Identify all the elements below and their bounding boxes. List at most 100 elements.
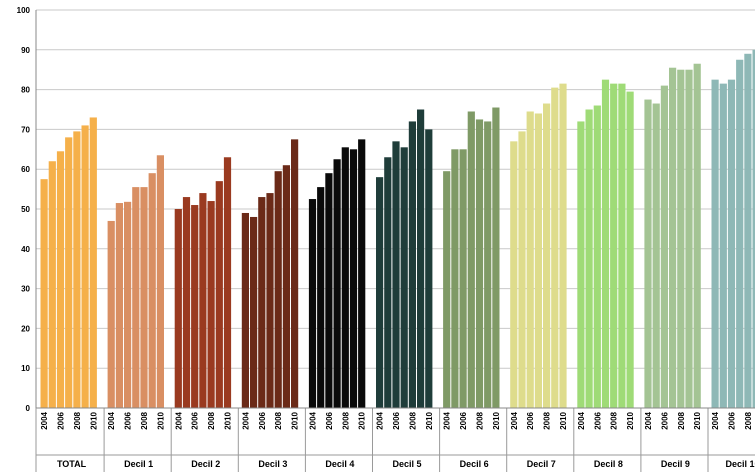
bars	[40, 49, 755, 409]
x-tick-label: 2004	[443, 411, 452, 429]
x-tick-label: 2008	[677, 411, 686, 429]
x-tick-label: 2004	[309, 411, 318, 429]
bar	[417, 109, 425, 408]
x-tick-label: 2008	[341, 411, 350, 429]
bar	[626, 91, 634, 408]
x-tick-label: 2010	[89, 411, 98, 429]
bar	[400, 147, 408, 408]
bar	[250, 216, 258, 408]
x-tick-label: 2008	[543, 411, 552, 429]
x-tick-label: 2004	[577, 411, 586, 429]
bar	[291, 139, 299, 408]
bar	[660, 85, 668, 409]
bar	[467, 111, 475, 409]
bar	[266, 193, 274, 408]
x-tick-label: 2008	[274, 411, 283, 429]
bar	[711, 79, 719, 409]
x-tick-label: 2006	[526, 411, 535, 429]
x-tick-label: 2008	[207, 411, 216, 429]
group-label: Decil 1	[124, 459, 153, 469]
x-tick-label: 2010	[626, 411, 635, 429]
bar	[518, 131, 526, 408]
bar	[610, 83, 618, 408]
group-label: Decil 4	[325, 459, 354, 469]
bar	[677, 69, 685, 408]
x-tick-label: 2006	[258, 411, 267, 429]
y-tick-label: 80	[21, 86, 30, 95]
bar	[719, 83, 727, 408]
bar	[73, 131, 81, 408]
x-tick-label: 2006	[124, 411, 133, 429]
bar	[241, 212, 249, 408]
bar	[182, 197, 191, 408]
bar	[543, 103, 551, 408]
bar	[174, 209, 182, 408]
bar	[585, 109, 593, 408]
x-tick-label: 2004	[510, 411, 519, 429]
x-axis: 2004 2006 2008 2010 TOTAL 2004 2006 2008 2010 Dec…	[35, 407, 755, 472]
x-tick-label: 2006	[191, 411, 200, 429]
bar	[65, 137, 73, 409]
group-label: Decil 3	[258, 459, 287, 469]
x-tick-label: 2010	[492, 411, 501, 429]
bar	[752, 49, 755, 409]
x-tick-label: 2006	[660, 411, 669, 429]
y-tick-label: 70	[21, 125, 30, 134]
x-tick-label: 2008	[140, 411, 149, 429]
bar	[115, 203, 123, 408]
bar	[333, 159, 341, 408]
x-tick-label: 2010	[425, 411, 434, 429]
y-tick-label: 0	[26, 404, 31, 413]
bar	[191, 205, 199, 408]
bar	[215, 181, 223, 408]
x-tick-label: 2006	[392, 411, 401, 429]
x-tick-label: 2010	[693, 411, 702, 429]
bar	[443, 171, 451, 408]
bar	[492, 107, 500, 408]
bar	[349, 149, 358, 409]
bar	[451, 149, 459, 409]
bar	[199, 193, 207, 408]
x-tick-label: 2008	[408, 411, 417, 429]
bar	[534, 113, 542, 408]
bar	[308, 199, 317, 408]
bar	[223, 157, 232, 408]
group-label: Decil 10	[726, 459, 755, 469]
x-tick-label: 2004	[644, 411, 653, 429]
y-tick-label: 40	[21, 245, 30, 254]
x-tick-label: 2010	[559, 411, 568, 429]
x-tick-label: 2006	[325, 411, 334, 429]
x-tick-label: 2004	[107, 411, 116, 429]
bar	[425, 129, 433, 408]
y-axis: 0 10 20 30 40 50 60 70 80 90 100	[17, 6, 37, 413]
x-tick-label: 2010	[156, 411, 165, 429]
bar	[475, 119, 484, 408]
bar	[124, 201, 132, 408]
bar	[148, 173, 156, 408]
bar	[56, 151, 65, 409]
bar	[693, 63, 701, 408]
bar	[132, 187, 140, 408]
bar	[484, 121, 492, 408]
y-tick-label: 20	[21, 324, 30, 333]
group-label: Decil 5	[393, 459, 422, 469]
x-tick-label: 2010	[358, 411, 367, 429]
y-tick-label: 90	[21, 46, 30, 55]
x-tick-label: 2006	[57, 411, 66, 429]
bar	[376, 177, 384, 408]
x-tick-label: 2010	[224, 411, 233, 429]
bar	[358, 139, 366, 408]
bar	[408, 121, 416, 408]
x-tick-label: 2008	[73, 411, 82, 429]
bar	[48, 161, 56, 408]
x-tick-label: 2004	[711, 411, 720, 429]
bar	[577, 121, 585, 408]
bar	[652, 103, 660, 408]
group-label: Decil 2	[191, 459, 220, 469]
bar	[459, 149, 467, 409]
bar	[325, 173, 333, 408]
bar	[40, 179, 48, 408]
bar	[107, 220, 115, 408]
bar	[317, 187, 325, 408]
